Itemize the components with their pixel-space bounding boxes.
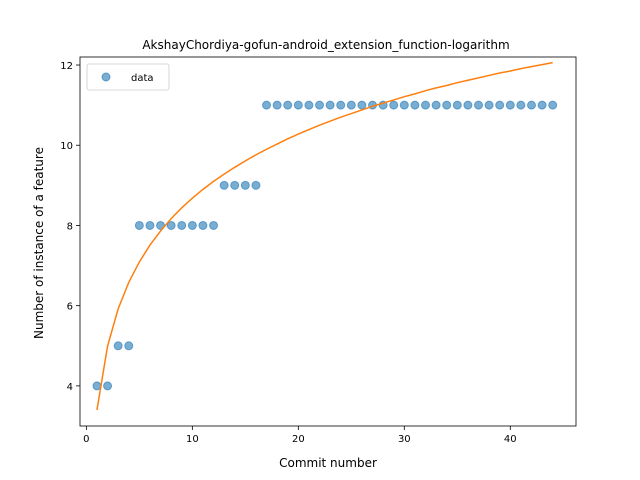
data-point <box>177 220 187 230</box>
y-tick-label: 8 <box>67 221 73 232</box>
data-point <box>442 100 452 110</box>
data-point <box>230 180 240 190</box>
data-point <box>474 100 483 110</box>
data-point <box>463 100 473 110</box>
plot-frame <box>79 56 577 427</box>
data-point <box>240 180 250 190</box>
y-tick-label: 10 <box>60 141 73 152</box>
data-point <box>113 341 123 351</box>
data-point <box>357 100 367 110</box>
data-point <box>484 100 494 110</box>
plot-area <box>92 61 558 411</box>
legend-marker <box>101 72 111 82</box>
y-axis: 4 6 8 10 12 <box>60 61 80 393</box>
data-point <box>124 341 134 351</box>
data-point <box>251 180 261 190</box>
x-tick-label: 30 <box>398 434 411 445</box>
data-point <box>399 100 409 110</box>
data-point <box>262 100 272 110</box>
data-point <box>421 100 430 110</box>
data-point <box>304 100 314 110</box>
y-axis-label: Number of instance of a feature <box>32 147 46 339</box>
data-point <box>293 100 303 110</box>
chart-title: AkshayChordiya-gofun-android_extension_f… <box>142 38 509 52</box>
data-point <box>145 220 155 230</box>
data-point <box>134 220 144 230</box>
x-tick-label: 20 <box>292 434 305 445</box>
data-point <box>516 100 526 110</box>
y-tick-label: 4 <box>67 382 73 393</box>
data-point <box>272 100 282 110</box>
data-point <box>325 100 335 110</box>
x-axis: 0 10 20 30 40 <box>83 426 517 445</box>
data-point <box>219 180 229 190</box>
data-point <box>346 100 356 110</box>
legend-box <box>86 63 170 91</box>
data-point <box>537 100 547 110</box>
data-point <box>526 100 536 110</box>
data-point <box>505 100 515 110</box>
data-point <box>452 100 462 110</box>
data-point <box>410 100 420 110</box>
x-tick-label: 40 <box>504 434 517 445</box>
data-point <box>198 220 208 230</box>
data-point <box>315 100 325 110</box>
x-tick-label: 0 <box>83 434 89 445</box>
data-point <box>283 100 293 110</box>
y-tick-label: 6 <box>67 302 73 313</box>
fit-curve <box>96 61 553 411</box>
legend: data <box>86 63 170 91</box>
data-point <box>431 100 441 110</box>
data-point <box>103 381 113 391</box>
data-point <box>548 100 558 110</box>
data-point <box>495 100 505 110</box>
data-point <box>209 220 219 230</box>
data-point <box>389 100 399 110</box>
data-point <box>166 220 176 230</box>
x-axis-label: Commit number <box>279 456 377 470</box>
legend-label: data <box>131 73 154 84</box>
x-tick-label: 10 <box>186 434 199 445</box>
data-point <box>336 100 346 110</box>
y-tick-label: 12 <box>60 61 73 72</box>
data-point <box>187 220 197 230</box>
